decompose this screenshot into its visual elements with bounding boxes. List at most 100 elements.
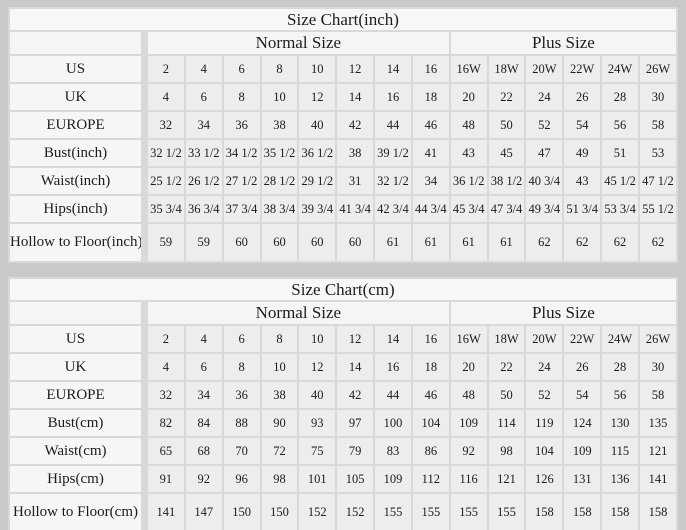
size-value-cell: 121	[488, 466, 525, 492]
size-value-cell: 126	[526, 466, 563, 492]
table-row: Bust(inch) 32 1/2 33 1/2 34 1/2 35 1/2 36 1/2…	[10, 140, 676, 166]
size-value-cell: 30	[639, 84, 676, 110]
table-title: Size Chart(inch)	[10, 9, 676, 30]
size-value-cell: 61	[450, 224, 487, 261]
size-value-cell: 28	[602, 84, 638, 110]
size-value-cell: 32 1/2	[375, 168, 411, 194]
size-value-cell: 37 3/4	[223, 196, 260, 222]
size-value-cell: 22W	[564, 326, 601, 352]
size-value-cell: 18	[412, 84, 449, 110]
size-value-cell: 39 1/2	[375, 140, 411, 166]
row-label: US	[10, 326, 146, 352]
size-value-cell: 36 3/4	[185, 196, 222, 222]
size-value-cell: 121	[639, 438, 676, 464]
size-value-cell: 60	[223, 224, 260, 261]
size-value-cell: 58	[639, 112, 676, 138]
table-title-row: Size Chart(inch)	[10, 9, 676, 30]
group-header-row: Normal Size Plus Size	[10, 32, 676, 54]
size-value-cell: 90	[261, 410, 298, 436]
size-value-cell: 26W	[639, 56, 676, 82]
size-value-cell: 84	[185, 410, 222, 436]
size-value-cell: 39 3/4	[299, 196, 336, 222]
size-value-cell: 14	[375, 326, 411, 352]
size-value-cell: 112	[412, 466, 449, 492]
size-value-cell: 55 1/2	[639, 196, 676, 222]
size-value-cell: 47 1/2	[639, 168, 676, 194]
row-label: US	[10, 56, 146, 82]
size-value-cell: 16	[375, 84, 411, 110]
size-value-cell: 56	[602, 382, 638, 408]
size-value-cell: 150	[223, 494, 260, 530]
size-value-cell: 51 3/4	[564, 196, 601, 222]
row-label: Hips(inch)	[10, 196, 146, 222]
size-value-cell: 47	[526, 140, 563, 166]
size-value-cell: 150	[261, 494, 298, 530]
size-value-cell: 101	[299, 466, 336, 492]
size-value-cell: 12	[337, 56, 374, 82]
size-value-cell: 42	[337, 382, 374, 408]
table-row: Waist(inch) 25 1/2 26 1/2 27 1/2 28 1/2 29 1/…	[10, 168, 676, 194]
size-value-cell: 88	[223, 410, 260, 436]
size-value-cell: 48	[450, 382, 487, 408]
size-value-cell: 38	[337, 140, 374, 166]
size-value-cell: 119	[526, 410, 563, 436]
size-value-cell: 24W	[602, 56, 638, 82]
size-value-cell: 155	[412, 494, 449, 530]
row-label: Hollow to Floor(inch)	[10, 224, 146, 261]
size-value-cell: 38	[261, 382, 298, 408]
size-value-cell: 26	[564, 84, 601, 110]
size-value-cell: 40	[299, 112, 336, 138]
corner-cell	[10, 302, 146, 324]
size-value-cell: 14	[375, 56, 411, 82]
size-value-cell: 54	[564, 382, 601, 408]
size-value-cell: 38	[261, 112, 298, 138]
size-value-cell: 141	[639, 466, 676, 492]
size-value-cell: 12	[337, 326, 374, 352]
size-value-cell: 16	[412, 56, 449, 82]
size-value-cell: 4	[148, 354, 184, 380]
size-value-cell: 44	[375, 382, 411, 408]
size-value-cell: 92	[450, 438, 487, 464]
size-value-cell: 43	[450, 140, 487, 166]
size-value-cell: 34	[185, 382, 222, 408]
row-label: Hollow to Floor(cm)	[10, 494, 146, 530]
size-value-cell: 135	[639, 410, 676, 436]
size-value-cell: 32 1/2	[148, 140, 184, 166]
size-value-cell: 16	[375, 354, 411, 380]
size-value-cell: 59	[185, 224, 222, 261]
size-value-cell: 104	[526, 438, 563, 464]
size-value-cell: 79	[337, 438, 374, 464]
size-value-cell: 12	[299, 84, 336, 110]
size-value-cell: 130	[602, 410, 638, 436]
size-value-cell: 45 3/4	[450, 196, 487, 222]
size-chart-cm-table: Size Chart(cm) Normal Size Plus Size US 2…	[8, 277, 678, 530]
size-value-cell: 18	[412, 354, 449, 380]
size-value-cell: 10	[261, 84, 298, 110]
size-value-cell: 75	[299, 438, 336, 464]
size-value-cell: 34 1/2	[223, 140, 260, 166]
size-chart-inch-table: Size Chart(inch) Normal Size Plus Size U…	[8, 7, 678, 263]
size-value-cell: 26	[564, 354, 601, 380]
size-value-cell: 82	[148, 410, 184, 436]
row-label: UK	[10, 84, 146, 110]
table-row: UK 4 6 8 10 12 14 16 18 20 22 24 26 28 30	[10, 354, 676, 380]
size-value-cell: 22W	[564, 56, 601, 82]
size-value-cell: 18W	[488, 326, 525, 352]
size-value-cell: 98	[488, 438, 525, 464]
size-value-cell: 4	[148, 84, 184, 110]
size-value-cell: 45 1/2	[602, 168, 638, 194]
size-value-cell: 20W	[526, 326, 563, 352]
size-value-cell: 26 1/2	[185, 168, 222, 194]
size-value-cell: 20	[450, 84, 487, 110]
size-value-cell: 83	[375, 438, 411, 464]
size-value-cell: 152	[337, 494, 374, 530]
table-row: US 2 4 6 8 10 12 14 16 16W 18W 20W 22W 24W 26W	[10, 56, 676, 82]
size-value-cell: 48	[450, 112, 487, 138]
size-value-cell: 104	[412, 410, 449, 436]
size-value-cell: 53 3/4	[602, 196, 638, 222]
size-value-cell: 31	[337, 168, 374, 194]
size-value-cell: 28	[602, 354, 638, 380]
size-value-cell: 27 1/2	[223, 168, 260, 194]
size-value-cell: 35 1/2	[261, 140, 298, 166]
size-value-cell: 24	[526, 354, 563, 380]
